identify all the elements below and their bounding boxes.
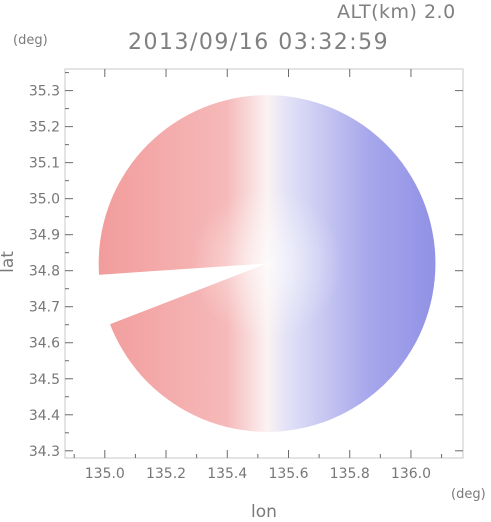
x-axis-unit: (deg) (451, 487, 486, 502)
y-tick-label: 34.4 (29, 408, 60, 424)
y-tick-label: 34.6 (29, 336, 60, 352)
x-tick-label: 135.0 (85, 466, 125, 482)
y-tick-label: 35.1 (29, 156, 60, 172)
altitude-label: ALT(km) 2.0 (337, 1, 456, 23)
y-tick-label: 35.0 (29, 192, 60, 208)
x-tick-label: 135.4 (207, 466, 247, 482)
y-tick-label: 34.3 (29, 444, 60, 460)
y-tick-label: 34.5 (29, 372, 60, 388)
y-tick-label: 34.7 (29, 300, 60, 316)
x-tick-label: 135.6 (268, 466, 308, 482)
plot-frame (64, 68, 464, 459)
x-tick-label: 136.0 (391, 466, 431, 482)
y-axis-unit: (deg) (13, 33, 48, 48)
chart-title-datetime: 2013/09/16 03:32:59 (128, 30, 390, 55)
no-echo-sector (65, 263, 268, 342)
y-tick-label: 34.8 (29, 264, 60, 280)
x-tick-label: 135.2 (146, 466, 186, 482)
x-axis-label: lon (251, 502, 277, 522)
axes: 135.0 135.2 135.4 135.6 135.8 136.0 34.3 34.4 34… (29, 69, 463, 482)
x-tick-label: 135.8 (330, 466, 370, 482)
radar-velocity-field (65, 95, 436, 432)
y-tick-label: 35.2 (29, 120, 60, 136)
y-tick-label: 34.9 (29, 228, 60, 244)
y-tick-label: 35.3 (29, 84, 60, 100)
